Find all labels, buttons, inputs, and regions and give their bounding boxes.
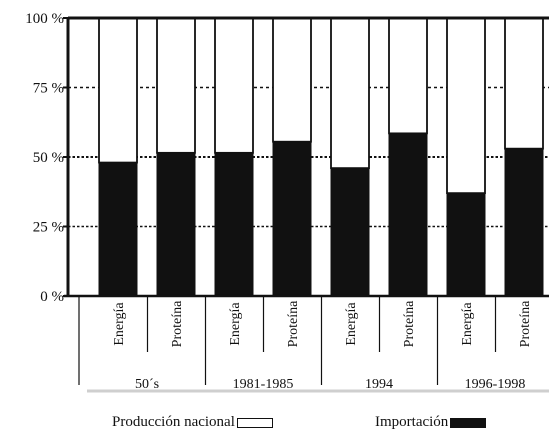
bar-produccion bbox=[214, 17, 254, 154]
y-tick-label: 50 % bbox=[33, 150, 64, 166]
legend-produccion-swatch bbox=[236, 417, 273, 428]
group-label: 50´s bbox=[135, 377, 159, 392]
group-label: 1996-1998 bbox=[465, 377, 526, 392]
y-tick-label: 25 % bbox=[33, 220, 64, 236]
legend-importacion: Importación bbox=[375, 414, 487, 431]
x-tick-label: Energía bbox=[228, 302, 243, 346]
x-tick-label: Proteína bbox=[286, 300, 301, 347]
bar-importacion bbox=[504, 148, 544, 297]
bar-produccion bbox=[156, 17, 196, 154]
x-tick-label: Proteína bbox=[170, 300, 185, 347]
bar-produccion bbox=[98, 17, 138, 164]
stacked-percent-bar-chart: 0 % 25 % 50 % 75 % 100 % Energía Proteína Energ… bbox=[25, 11, 549, 393]
bar-importacion bbox=[388, 132, 428, 297]
bar-importacion bbox=[446, 192, 486, 297]
legend-produccion: Producción nacional bbox=[112, 414, 273, 431]
group-label: 1994 bbox=[365, 377, 393, 392]
x-tick-label: Energía bbox=[460, 302, 475, 346]
x-tick-label: Energía bbox=[344, 302, 359, 346]
bar-produccion bbox=[504, 17, 544, 150]
bar-importacion bbox=[98, 162, 138, 297]
group-label: 1981-1985 bbox=[233, 377, 294, 392]
x-tick-label: Proteína bbox=[402, 300, 417, 347]
bar-importacion bbox=[156, 152, 196, 297]
bar-produccion bbox=[330, 17, 370, 170]
y-tick-label: 0 % bbox=[40, 289, 64, 305]
bar-produccion bbox=[388, 17, 428, 135]
x-tick-label: Proteína bbox=[518, 300, 533, 347]
bar-importacion bbox=[330, 167, 370, 297]
legend-produccion-label: Producción nacional bbox=[112, 414, 235, 430]
bar-produccion bbox=[272, 17, 312, 143]
x-tick-label: Energía bbox=[112, 302, 127, 346]
legend-importacion-label: Importación bbox=[375, 414, 449, 430]
bar-importacion bbox=[214, 152, 254, 297]
bar-importacion bbox=[272, 141, 312, 297]
bar-produccion bbox=[446, 17, 486, 195]
y-tick-label: 75 % bbox=[33, 81, 64, 97]
legend-importacion-swatch bbox=[450, 417, 487, 428]
y-tick-label: 100 % bbox=[25, 11, 64, 27]
